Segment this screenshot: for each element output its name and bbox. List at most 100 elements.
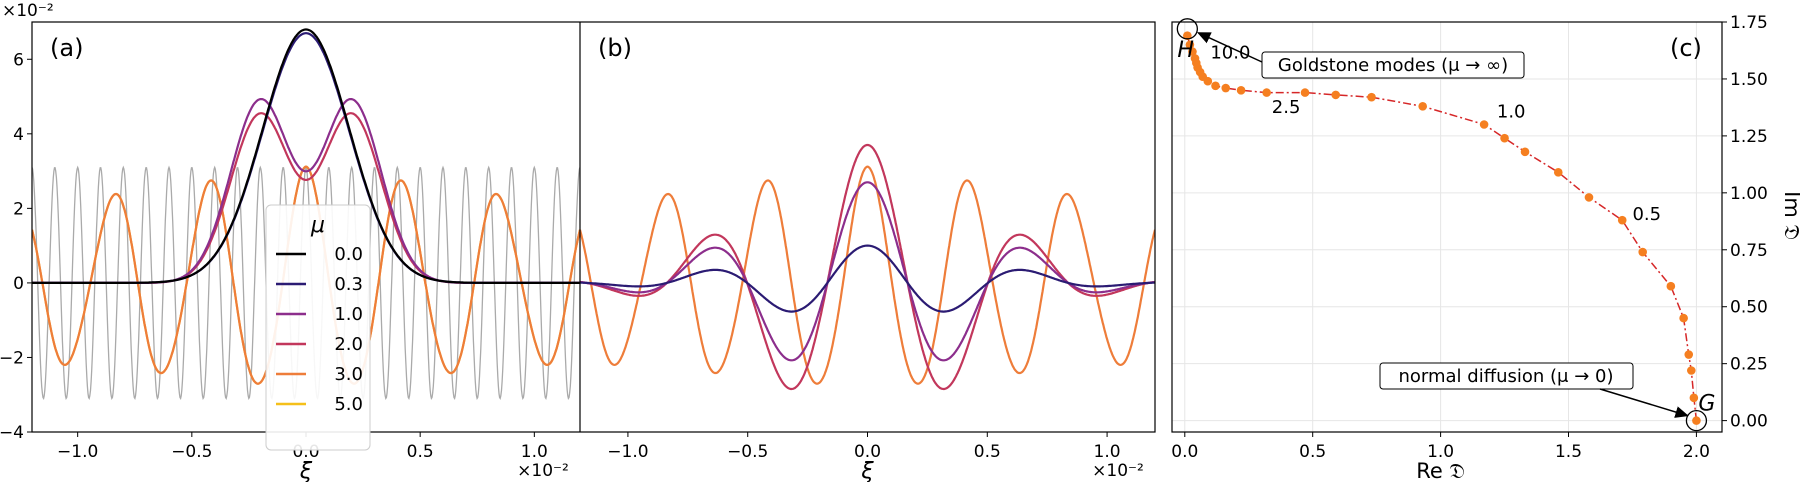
y-tick-label: 4: [13, 125, 24, 145]
data-point: [1185, 40, 1195, 50]
point-label: 1.0: [1497, 102, 1526, 123]
y-tick-label: 6: [13, 50, 24, 70]
annotation-box-goldstone: [1261, 51, 1525, 79]
legend-label: 0.3: [334, 274, 363, 295]
panel-c: 0.0 0.5 1.0 1.5 2.0 0.00 0.25 0.50 0.75 1.00 1.25 1…: [1171, 13, 1800, 482]
annotation-arrow-goldstone: [1196, 32, 1263, 63]
data-point: [1689, 393, 1699, 403]
x-axis-label-c: Re 𝔇: [1416, 459, 1465, 482]
panel-label-c: (c): [1670, 34, 1702, 62]
data-point: [1221, 83, 1231, 93]
y-tick-label-c: 0.00: [1730, 412, 1768, 432]
series-line-a-6: [32, 28, 580, 284]
data-point: [1300, 88, 1310, 97]
data-point: [1211, 81, 1220, 91]
marker-label-g: G: [1698, 392, 1715, 417]
x-tick-label-b: 0.0: [854, 442, 881, 462]
series-line-b-4: [580, 244, 1155, 313]
series-line-a-2: [32, 165, 580, 385]
data-point: [1687, 366, 1696, 375]
x-tick-label-c: 0.0: [1171, 442, 1198, 462]
series-line-b-1: [580, 165, 1155, 385]
legend-label: 0.0: [334, 244, 363, 265]
panel-b-series: [580, 143, 1155, 391]
point-label: 2.5: [1272, 97, 1301, 118]
legend: μ 0.0 0.3 1.0 2.0 3.0 5.0: [265, 204, 371, 451]
y-tick-label: 2: [13, 199, 24, 219]
frame-c: [1171, 21, 1723, 433]
x-tick-label-b: −0.5: [727, 442, 768, 462]
marker-label-h: H: [1177, 38, 1194, 63]
panel-label-a: (a): [50, 34, 83, 62]
series-line-b-3: [580, 181, 1155, 362]
point-label: 0.5: [1632, 204, 1661, 225]
data-point: [1188, 47, 1197, 56]
legend-label: 2.0: [334, 334, 363, 355]
y-tick-label: −4: [0, 423, 24, 443]
data-point: [1500, 133, 1509, 143]
x-tick-label-a: 0.5: [407, 442, 434, 462]
panels-a-b: −4 −2 0 2 4 6 ×10⁻² −1.0 −0.5 0.0 0.5 1.0 ξ (a) −1.0 −0…: [0, 1, 1156, 482]
y-tick-label-c: 1.25: [1730, 127, 1768, 147]
x-scale-label-a: ×10⁻²: [517, 461, 569, 481]
x-tick-label-a: 1.0: [521, 442, 548, 462]
panel-label-b: (b): [598, 34, 632, 62]
y-scale-label: ×10⁻²: [2, 1, 54, 21]
y-tick-label-c: 1.75: [1730, 13, 1768, 33]
data-point: [1617, 215, 1627, 225]
frame-ab: [31, 21, 1156, 433]
x-scale-label-b: ×10⁻²: [1092, 461, 1144, 481]
y-tick-label-c: 1.50: [1730, 70, 1768, 90]
data-point: [1666, 281, 1676, 291]
data-point: [1236, 86, 1246, 95]
x-axis-label-a: ξ: [299, 459, 313, 482]
data-point: [1638, 247, 1647, 257]
data-point: [1553, 168, 1563, 177]
data-point: [1584, 193, 1594, 202]
annotation-diffusion: normal diffusion (μ → 0): [1398, 366, 1613, 387]
x-axis-label-b: ξ: [860, 459, 874, 482]
annotation-box-diffusion: [1379, 362, 1634, 390]
marker-circle-g: [1685, 409, 1708, 432]
panel-a-series: [32, 28, 580, 400]
data-point: [1367, 92, 1376, 102]
x-tick-label-a: −1.0: [57, 442, 98, 462]
curve-line: [1186, 35, 1698, 421]
x-tick-label-b: −1.0: [607, 442, 648, 462]
data-point: [1692, 416, 1701, 425]
x-tick-label-b: 1.0: [1094, 442, 1121, 462]
legend-box: [265, 204, 371, 451]
x-tick-label-c: 0.5: [1299, 442, 1326, 462]
data-point: [1190, 54, 1200, 63]
point-label: 10.0: [1210, 42, 1250, 63]
x-tick-label-a: −0.5: [171, 442, 212, 462]
y-axis-label-c: Im 𝔇: [1780, 191, 1800, 240]
x-tick-label-c: 2.0: [1683, 442, 1710, 462]
data-point: [1520, 147, 1530, 157]
data-point: [1418, 101, 1427, 111]
legend-label: 3.0: [334, 364, 363, 385]
y-tick-label-c: 0.75: [1730, 241, 1768, 261]
legend-label: 5.0: [334, 394, 363, 415]
x-tick-label-b: 0.5: [974, 442, 1001, 462]
data-point: [1262, 88, 1271, 97]
legend-label: 1.0: [334, 304, 363, 325]
x-tick-label-c: 1.0: [1427, 442, 1454, 462]
y-tick-label: 0: [13, 274, 24, 294]
annotation-arrow-diffusion: [1599, 388, 1689, 418]
y-tick-label-c: 0.50: [1730, 298, 1768, 318]
y-tick-label-c: 0.25: [1730, 355, 1768, 375]
legend-title: μ: [310, 213, 325, 238]
data-point: [1684, 350, 1694, 359]
x-tick-label-c: 1.5: [1555, 442, 1582, 462]
data-point: [1183, 31, 1192, 40]
data-point: [1479, 120, 1489, 129]
data-point: [1331, 90, 1341, 100]
series-line-b-2: [580, 143, 1155, 391]
y-tick-label-c: 1.00: [1730, 184, 1768, 204]
y-tick-label: −2: [0, 348, 24, 368]
annotation-goldstone: Goldstone modes (μ → ∞): [1278, 55, 1508, 76]
data-point: [1679, 313, 1688, 323]
marker-circle-h: [1176, 18, 1198, 40]
